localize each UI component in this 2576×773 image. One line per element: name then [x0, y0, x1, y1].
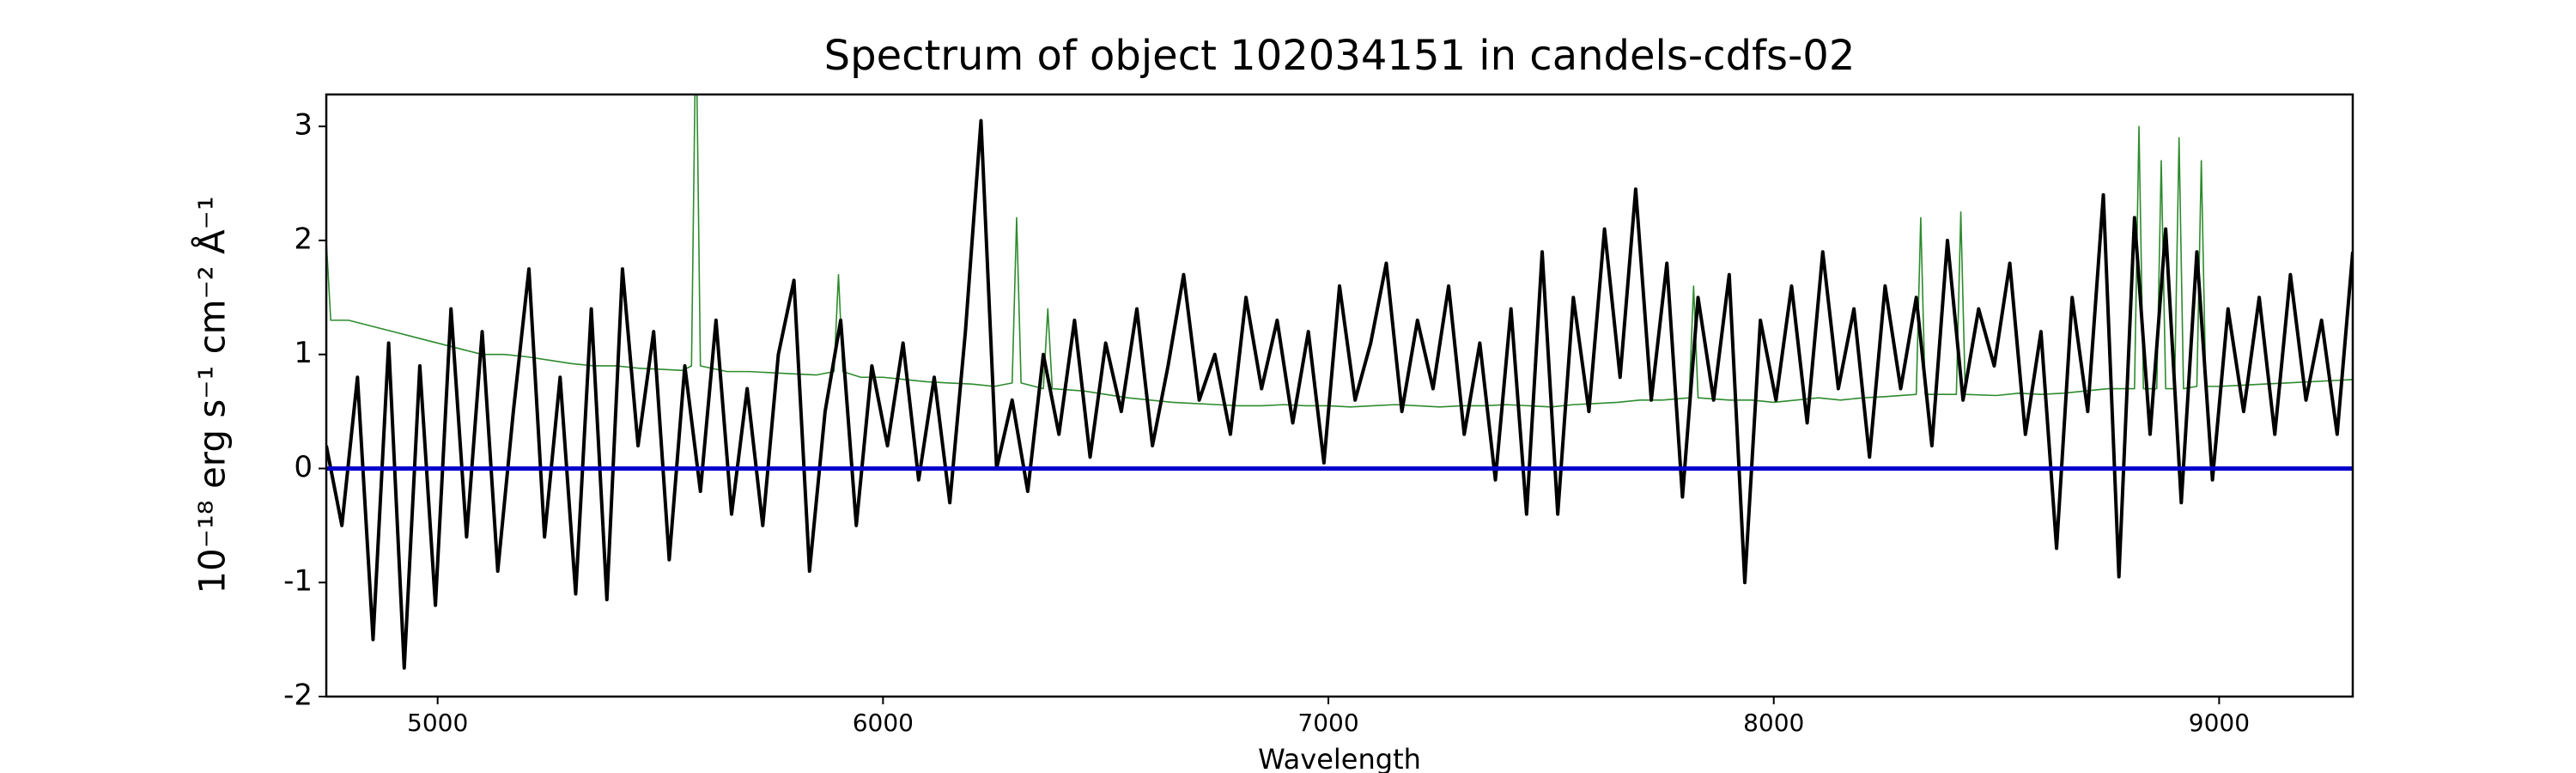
- x-tick-label: 6000: [853, 709, 914, 737]
- y-tick-label: 3: [294, 108, 313, 143]
- y-tick-label: -1: [283, 564, 313, 599]
- spectrum-line: [326, 119, 2353, 670]
- x-axis-label: Wavelength: [1258, 743, 1421, 773]
- axes-frame: [325, 93, 2354, 698]
- y-tick-label: 0: [294, 450, 313, 484]
- x-tick-label: 5000: [407, 709, 468, 737]
- x-tick-label: 7000: [1297, 709, 1358, 737]
- y-tick-label: 1: [294, 336, 313, 370]
- chart-title: Spectrum of object 102034151 in candels-…: [824, 32, 1856, 80]
- y-tick-label: -2: [283, 679, 313, 713]
- x-tick-label: 8000: [1743, 709, 1804, 737]
- x-tick-label: 9000: [2189, 709, 2250, 737]
- y-tick-label: 2: [294, 222, 313, 256]
- y-axis-label: 10⁻¹⁸ erg s⁻¹ cm⁻² Å⁻¹: [191, 196, 234, 593]
- plot-area: [326, 94, 2353, 670]
